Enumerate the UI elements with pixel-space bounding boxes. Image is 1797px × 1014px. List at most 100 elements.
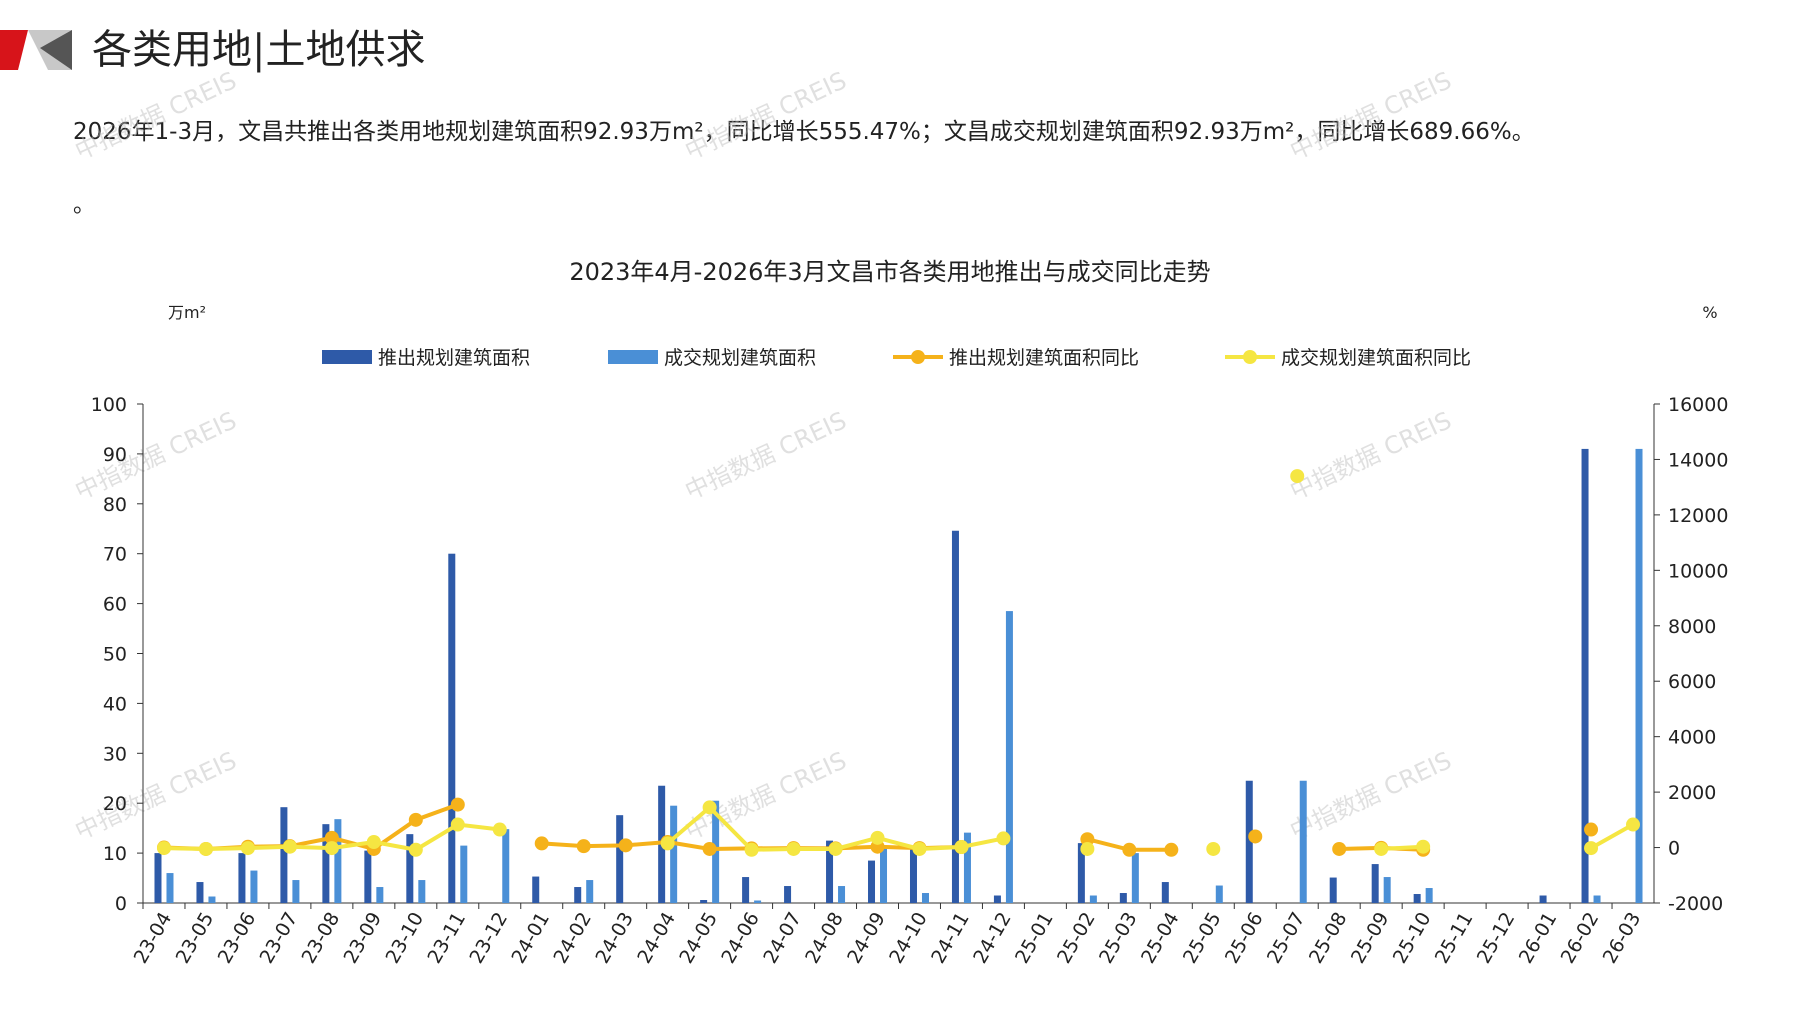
marker	[954, 840, 969, 855]
y-tick-label: 80	[103, 494, 127, 516]
x-tick-label: 23-12	[465, 909, 512, 968]
y2-tick-label: 4000	[1668, 727, 1716, 749]
x-tick-label: 23-09	[340, 909, 387, 968]
y2-tick-label: 12000	[1668, 505, 1728, 527]
x-tick-label: 25-12	[1473, 909, 1520, 968]
x-tick-label: 24-11	[927, 908, 974, 967]
marker	[1332, 841, 1347, 856]
x-tick-label: 25-04	[1137, 909, 1184, 968]
watermark: 中指数据 CREIS	[71, 406, 241, 505]
note: 。	[73, 193, 95, 218]
bar	[826, 840, 834, 903]
x-tick-label: 26-02	[1557, 909, 1604, 968]
y2-tick-label: 14000	[1668, 449, 1728, 471]
y2-axis-label: %	[1702, 303, 1717, 322]
bar	[208, 896, 216, 903]
bar	[1383, 877, 1391, 903]
y2-tick-label: 16000	[1668, 394, 1728, 416]
marker	[450, 797, 465, 812]
legend-label: 成交规划建筑面积同比	[1281, 347, 1471, 369]
watermark: 中指数据 CREIS	[681, 406, 851, 505]
x-tick-label: 25-11	[1431, 909, 1478, 968]
watermark: 中指数据 CREIS	[681, 746, 851, 845]
bar	[502, 829, 510, 903]
marker	[198, 841, 213, 856]
legend-label: 推出规划建筑面积	[378, 347, 530, 369]
y-tick-label: 100	[91, 394, 127, 416]
bar	[532, 876, 540, 903]
bar	[784, 886, 792, 903]
marker	[282, 839, 297, 854]
watermark: 中指数据 CREIS	[71, 746, 241, 845]
marker	[324, 841, 339, 856]
marker	[1206, 841, 1221, 856]
header-decor	[0, 30, 28, 70]
marker	[1374, 841, 1389, 856]
marker	[576, 839, 591, 854]
marker	[1584, 822, 1599, 837]
bar	[754, 900, 762, 903]
x-tick-label: 24-03	[591, 909, 638, 968]
marker	[828, 841, 843, 856]
watermark: 中指数据 CREIS	[1286, 66, 1456, 165]
bar	[238, 853, 246, 903]
legend-swatch	[911, 350, 925, 364]
marker	[1080, 832, 1095, 847]
bar	[418, 880, 426, 903]
bar	[292, 880, 300, 903]
marker	[660, 836, 675, 851]
bar	[1215, 885, 1223, 903]
bar	[1593, 895, 1601, 903]
marker	[786, 841, 801, 856]
legend-swatch	[1243, 350, 1257, 364]
line	[163, 804, 1634, 852]
bar	[868, 860, 876, 903]
bar	[196, 882, 204, 903]
marker	[408, 842, 423, 857]
watermark: 中指数据 CREIS	[1286, 746, 1456, 845]
legend-label: 推出规划建筑面积同比	[949, 347, 1139, 369]
bar	[1005, 611, 1013, 903]
y2-tick-label: 10000	[1668, 560, 1728, 582]
header-decor	[40, 30, 72, 70]
bar	[880, 845, 888, 903]
x-tick-label: 24-12	[969, 909, 1016, 968]
y-axis-label: 万m²	[168, 303, 206, 322]
bar	[250, 870, 258, 903]
bar	[1089, 895, 1097, 903]
x-tick-label: 24-07	[759, 909, 806, 968]
bar	[921, 893, 929, 903]
bar	[1329, 877, 1337, 903]
x-tick-label: 23-04	[130, 909, 177, 968]
bar	[700, 900, 708, 903]
bar	[1161, 882, 1169, 903]
y-tick-label: 60	[103, 594, 127, 616]
y2-tick-label: 2000	[1668, 782, 1716, 804]
paragraph: 2026年1-3月，文昌共推出各类用地规划建筑面积92.93万m²，同比增长55…	[73, 119, 1535, 145]
marker	[492, 822, 507, 837]
bar	[1581, 448, 1589, 903]
y-tick-label: 40	[103, 693, 127, 715]
marker	[1626, 817, 1641, 832]
x-tick-label: 23-06	[214, 909, 261, 968]
header-title: 各类用地|土地供求	[92, 27, 425, 73]
y2-tick-label: 8000	[1668, 616, 1716, 638]
legend-swatch	[322, 350, 372, 364]
bar	[166, 873, 174, 903]
marker	[1416, 839, 1431, 854]
x-tick-label: 25-03	[1095, 909, 1142, 968]
bar	[586, 880, 594, 903]
bar	[909, 848, 917, 903]
bar	[1245, 780, 1253, 903]
marker	[1290, 469, 1305, 484]
x-tick-label: 24-04	[633, 909, 680, 968]
bar	[1635, 448, 1643, 903]
marker	[1248, 829, 1263, 844]
y2-tick-label: -2000	[1668, 893, 1723, 915]
marker	[870, 830, 885, 845]
x-tick-label: 26-01	[1515, 909, 1562, 968]
bar	[1413, 894, 1421, 903]
x-tick-label: 23-10	[381, 909, 428, 968]
marker	[450, 817, 465, 832]
